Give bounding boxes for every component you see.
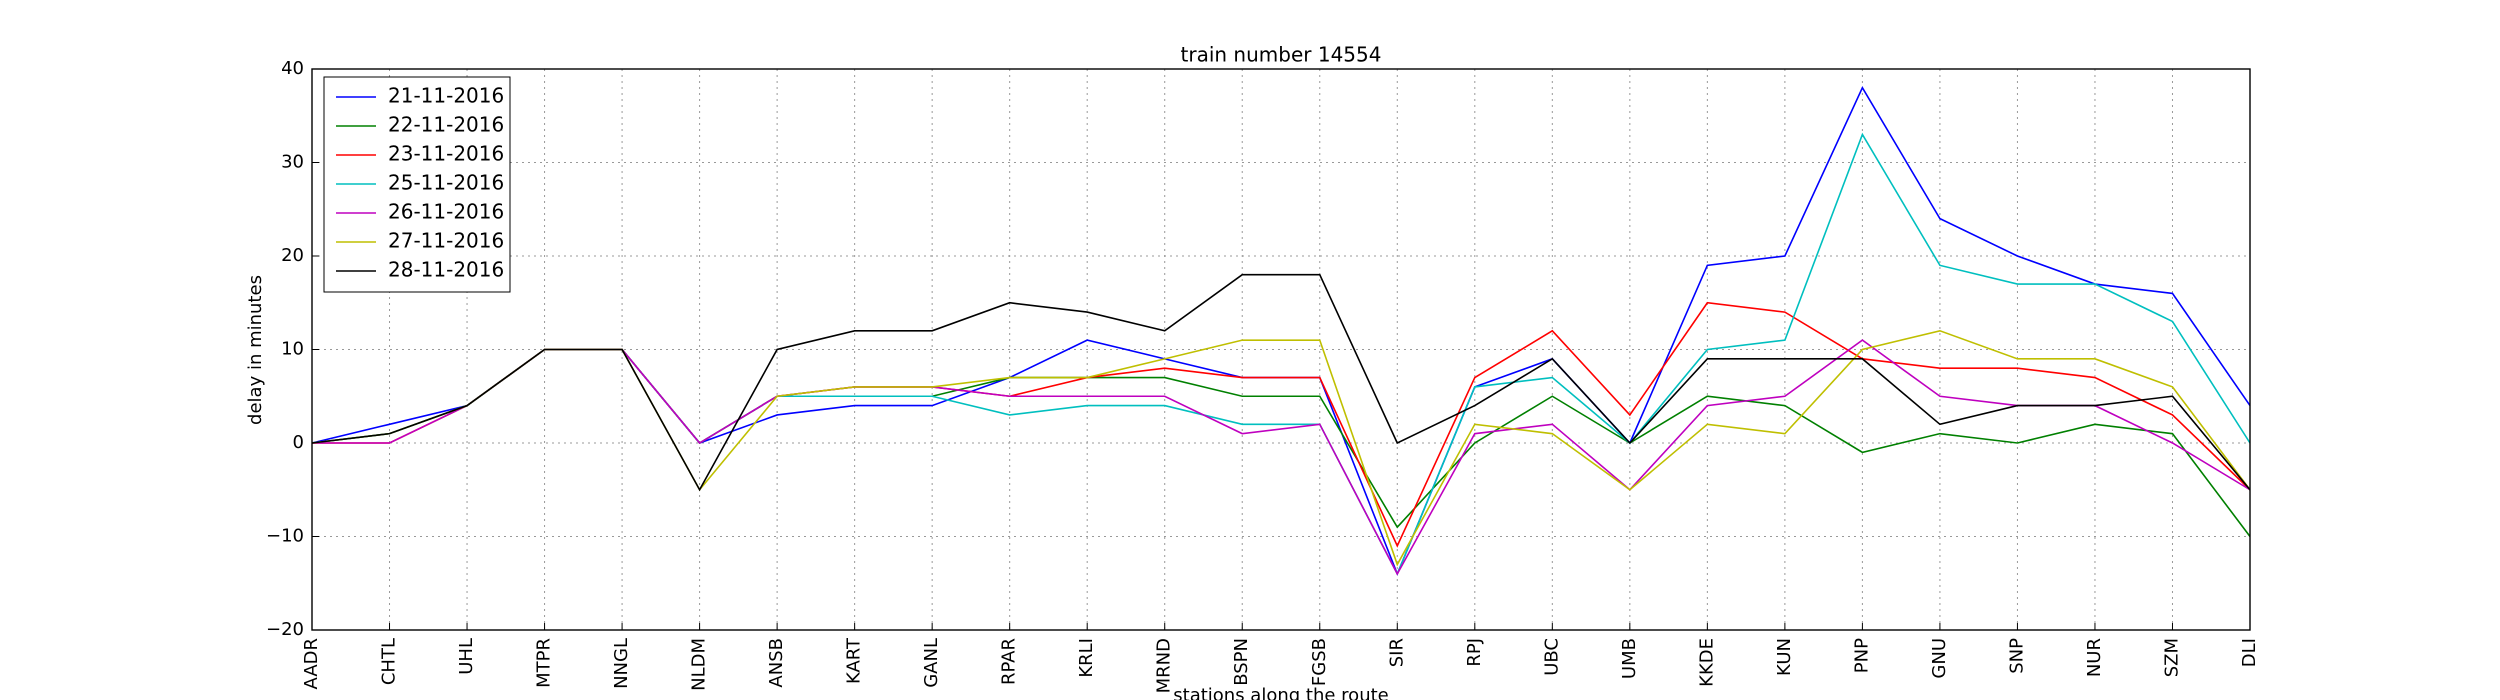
x-tick-label: UBC <box>1541 638 1562 676</box>
x-tick-label: MTPR <box>534 638 555 688</box>
x-tick-label: SIR <box>1386 638 1407 667</box>
series-line <box>311 329 2251 567</box>
legend-label: 26-11-2016 <box>388 200 504 224</box>
x-tick-label: BSPN <box>1231 638 1252 686</box>
series-line <box>311 132 2251 576</box>
plot-frame <box>311 68 2251 631</box>
x-tick-label: DLI <box>2239 638 2260 667</box>
legend-label: 28-11-2016 <box>388 258 504 282</box>
chart-title: train number 14554 <box>1181 43 1382 67</box>
y-tick-label: 40 <box>281 58 304 79</box>
x-tick-label: NLDM <box>689 638 710 691</box>
x-tick-label: FGSB <box>1309 638 1330 686</box>
y-tick-label: −10 <box>266 526 304 547</box>
x-axis-label: stations along the route <box>1173 685 1388 700</box>
y-tick-label: 20 <box>281 245 304 266</box>
legend-label: 22-11-2016 <box>388 113 504 137</box>
x-tick-label: KKDE <box>1696 638 1717 687</box>
x-tick-label: RPJ <box>1464 638 1485 667</box>
x-tick-label: NUR <box>2084 638 2105 677</box>
x-tick-label: SZM <box>2161 638 2182 677</box>
x-tick-label: KUN <box>1774 638 1795 676</box>
x-tick-label: KART <box>844 637 865 684</box>
x-tick-label: KRLI <box>1076 638 1097 678</box>
x-tick-label: GNU <box>1929 638 1950 679</box>
x-tick-label: UMB <box>1619 638 1640 679</box>
y-axis-label: delay in minutes <box>245 275 266 425</box>
series-line <box>311 85 2251 577</box>
legend-label: 21-11-2016 <box>388 84 504 108</box>
series-line <box>312 339 2251 576</box>
x-tick-label: ANSB <box>766 638 787 688</box>
series-line <box>311 273 2251 492</box>
x-tick-label: PNP <box>1851 638 1872 673</box>
x-tick-label: SNP <box>2006 638 2027 674</box>
y-tick-label: 0 <box>293 432 304 453</box>
legend-label: 23-11-2016 <box>388 142 504 166</box>
legend-label: 27-11-2016 <box>388 229 504 253</box>
x-tick-label: CHTL <box>379 638 400 685</box>
x-tick-label: GANL <box>921 638 942 688</box>
x-tick-label: NNGL <box>611 638 632 689</box>
x-tick-label: AADR <box>301 638 322 690</box>
x-tick-label: UHL <box>456 638 477 675</box>
x-tick-label: MRND <box>1154 638 1175 693</box>
x-tick-label: RPAR <box>999 638 1020 685</box>
y-tick-label: −20 <box>266 619 304 640</box>
y-tick-label: 10 <box>281 339 304 360</box>
legend-label: 25-11-2016 <box>388 171 504 195</box>
y-tick-label: 30 <box>281 152 304 173</box>
